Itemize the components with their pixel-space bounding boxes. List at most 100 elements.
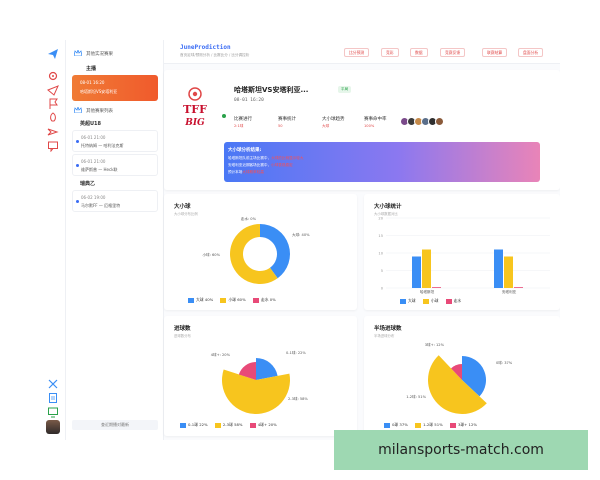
slice-label: 3球+: 12% xyxy=(425,342,445,347)
panel-subtitle: 大小球分布比例 xyxy=(174,212,198,216)
header-button-data[interactable]: 数据 xyxy=(410,48,428,57)
stat-value: 100% xyxy=(364,124,375,128)
list-item-desc: 维萨斯普 — Heck联 xyxy=(81,167,118,172)
section-results-title: 其他赛果列表 xyxy=(86,109,113,114)
y-tick-label: 10 xyxy=(378,251,383,255)
y-tick-label: 5 xyxy=(381,269,383,273)
over-under-donut-chart: 走水: 0% 大球: 40% 小球: 60% xyxy=(202,216,310,284)
list-item-active-match[interactable]: 08-01 16:20 哈塔斯坦VS安塔利亚 xyxy=(72,75,158,101)
app-window: 其他实况赛果 主播 08-01 16:20 哈塔斯坦VS安塔利亚 其他赛果列表 … xyxy=(40,40,560,440)
watermark-label: milansports-match.com xyxy=(334,430,588,470)
x-tick-label: 哈塔斯坦 xyxy=(420,289,435,294)
header-button-settlement[interactable]: 联赛结算 xyxy=(482,48,508,57)
chart-legend: 大球 小球 走水 xyxy=(394,298,461,304)
legend-label: 3球+ 12% xyxy=(457,422,477,427)
header-button-feedback[interactable]: 竞赛反馈 xyxy=(440,48,466,57)
list-item-desc: 托特纳姆 — 哈利法克斯 xyxy=(81,143,124,148)
stat-hitrate: 赛事命中率 100% xyxy=(364,116,387,128)
bar-小球-哈塔斯坦 xyxy=(422,249,431,288)
send-icon[interactable] xyxy=(47,84,59,96)
header-button-lottery[interactable]: 竞彩 xyxy=(381,48,399,57)
live-dot xyxy=(222,114,226,118)
legend-label: 2-3球 58% xyxy=(222,422,243,427)
pie-slice-2 xyxy=(222,369,290,414)
x-tick-label: 安塔利亚 xyxy=(502,289,517,294)
top-header: JuneProdiction 首页足球/预测分析 / 比赛比分 / 比分调控析 … xyxy=(164,40,560,64)
halftime-goals-pie-chart: 3球+: 12% 0球: 37% 1-2球: 51% xyxy=(406,342,513,414)
group-host-label: 主播 xyxy=(86,66,97,72)
goals-pie-chart: 4球+: 20% 0-1球: 22% 2-3球: 58% xyxy=(211,350,308,414)
header-button-prediction[interactable]: 比分预测 xyxy=(344,48,370,57)
list-item-dot xyxy=(76,140,79,143)
icon-rail xyxy=(40,40,66,440)
legend-label: 走水 xyxy=(453,298,462,303)
panel-title: 进球数 xyxy=(174,326,191,332)
share-icon[interactable] xyxy=(47,126,59,138)
logo-text-top: TFF xyxy=(183,103,207,116)
list-item-time: 06-01 21:00 xyxy=(81,159,106,164)
match-summary-panel: TFF BIG 哈塔斯坦VS安塔利亚... 平局 08-01 16:20 比赛进… xyxy=(164,70,560,190)
document-icon[interactable] xyxy=(47,392,59,404)
legend-label: 大球 xyxy=(408,298,416,303)
monitor-icon[interactable] xyxy=(47,406,59,418)
group-league-1: 英超U18 xyxy=(80,121,102,127)
slice-label: 走水: 0% xyxy=(241,216,257,221)
list-item-time: 06-02 19:00 xyxy=(81,195,106,200)
gear-icon[interactable] xyxy=(47,70,59,82)
group-league-2: 瑞典乙 xyxy=(80,181,96,187)
stat-value: 大球 xyxy=(322,124,330,128)
message-icon[interactable] xyxy=(47,140,59,152)
chart-legend: 0球 37% 1-2球 51% 3球+ 12% xyxy=(378,422,477,428)
panel-title: 大小球统计 xyxy=(374,204,402,210)
avatar[interactable] xyxy=(435,117,444,126)
stat-trend: 大小球趋势 大球 xyxy=(322,116,345,129)
list-item-dot xyxy=(76,164,79,167)
load-more-button[interactable]: 查近期播对最新 xyxy=(72,420,158,430)
y-tick-label: 20 xyxy=(378,216,383,220)
list-item[interactable]: 06-01 21:00 托特纳姆 — 哈利法克斯 xyxy=(72,130,158,152)
pie-slice-3 xyxy=(238,362,256,380)
legend-label: 走水 0% xyxy=(260,297,276,302)
bar-走水-安塔利亚 xyxy=(514,287,523,288)
avatar[interactable] xyxy=(46,420,60,434)
bar-走水-哈塔斯坦 xyxy=(432,287,441,288)
slice-label: 小球: 60% xyxy=(202,252,220,257)
legend-label: 0-1球 22% xyxy=(188,422,208,427)
chart-legend: 0-1球 22% 2-3球 58% 4球+ 20% xyxy=(174,422,277,428)
over-under-bar-chart: 0 5 10 15 20 哈塔斯坦 安塔利亚 xyxy=(378,216,550,294)
paper-plane-logo-icon[interactable] xyxy=(47,48,59,60)
list-item-desc: 哈塔斯坦VS安塔利亚 xyxy=(80,89,118,94)
stat-value: 2:1球 xyxy=(234,124,244,128)
list-item[interactable]: 06-01 21:00 维萨斯普 — Heck联 xyxy=(72,154,158,176)
slice-label: 1-2球: 51% xyxy=(406,394,426,399)
flag-icon[interactable] xyxy=(47,98,59,110)
panel-title: 大小球 xyxy=(174,204,191,210)
panel-subtitle: 半场进球分布 xyxy=(374,334,395,338)
rocket-icon[interactable] xyxy=(47,112,59,124)
legend-label: 大球 40% xyxy=(196,297,214,302)
match-time: 08-01 16:20 xyxy=(234,98,264,103)
banner-line: 预计本场大球概率较高 xyxy=(228,170,264,174)
chart-legend: 大球 40% 小球 60% 走水 0% xyxy=(182,297,276,303)
list-item[interactable]: 06-02 19:00 马尔默FF — 厄格里特 xyxy=(72,190,158,212)
stat-label: 赛事统计 xyxy=(278,117,296,122)
banner-title: 大小球分析结果: xyxy=(228,148,262,153)
brand-title[interactable]: JuneProdiction xyxy=(180,44,231,51)
legend-label: 0球 37% xyxy=(392,422,408,427)
slice-label: 大球: 40% xyxy=(292,232,310,237)
legend-label: 1-2球 51% xyxy=(423,422,443,427)
logo-text-bottom: BIG xyxy=(184,118,205,128)
pie-slice-1 xyxy=(256,358,278,380)
stat-label: 赛事命中率 xyxy=(364,117,387,122)
list-item-desc: 马尔默FF — 厄格里特 xyxy=(81,203,121,208)
stat-label: 比赛进行 xyxy=(234,117,252,122)
expert-avatars[interactable] xyxy=(400,117,460,127)
status-badge: 平局 xyxy=(338,86,352,93)
slice-label: 0-1球: 22% xyxy=(286,350,306,355)
league-logo: TFF BIG xyxy=(183,87,207,128)
crown-icon xyxy=(74,107,82,113)
header-button-analysis[interactable]: 盘面分析 xyxy=(518,48,544,57)
pie-slice-2 xyxy=(428,355,487,414)
stat-value: 50 xyxy=(278,124,283,128)
tools-icon[interactable] xyxy=(47,378,59,390)
